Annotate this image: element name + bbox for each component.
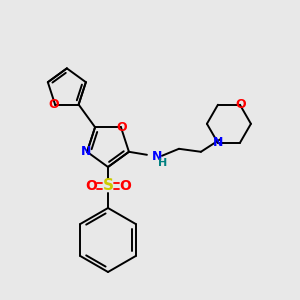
Text: N: N xyxy=(152,150,162,163)
Text: O: O xyxy=(119,179,131,193)
Text: O: O xyxy=(236,98,246,111)
Text: N: N xyxy=(81,145,91,158)
Text: O: O xyxy=(117,121,127,134)
Text: H: H xyxy=(158,158,167,168)
Text: O: O xyxy=(49,98,59,111)
Text: N: N xyxy=(213,136,223,149)
Text: S: S xyxy=(103,178,113,194)
Text: O: O xyxy=(85,179,97,193)
